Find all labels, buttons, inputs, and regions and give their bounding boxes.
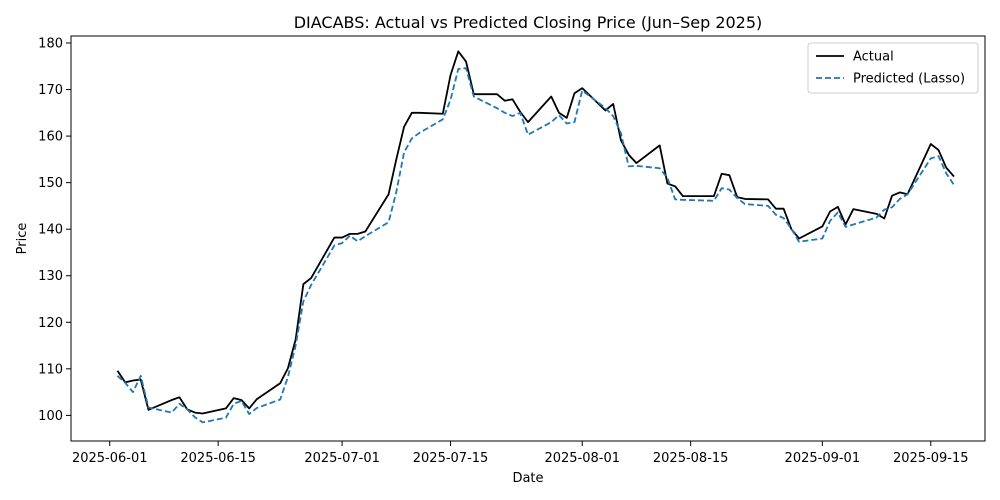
- x-tick-label: 2025-08-15: [653, 451, 729, 466]
- plot-area: [70, 35, 986, 442]
- y-tick-label: 120: [38, 316, 63, 331]
- y-tick-label: 130: [38, 269, 63, 284]
- x-tick-label: 2025-08-01: [544, 451, 620, 466]
- x-tick-label: 2025-07-01: [304, 451, 380, 466]
- y-tick-label: 150: [38, 176, 63, 191]
- x-tick-label: 2025-07-15: [413, 451, 489, 466]
- legend: Actual Predicted (Lasso): [807, 42, 979, 94]
- y-tick-label: 170: [38, 83, 63, 98]
- legend-label: Predicted (Lasso): [853, 72, 965, 87]
- legend-box: [807, 42, 979, 94]
- y-tick-label: 160: [38, 130, 63, 145]
- y-tick-label: 110: [38, 362, 63, 377]
- y-tick-label: 140: [38, 223, 63, 238]
- chart-title: DIACABS: Actual vs Predicted Closing Pri…: [294, 13, 763, 32]
- series-line-predicted-lasso: [116, 67, 955, 424]
- x-tick-label: 2025-09-15: [893, 451, 969, 466]
- series-line-actual: [116, 50, 955, 415]
- y-tick-label: 180: [38, 36, 63, 51]
- x-tick-label: 2025-06-01: [72, 451, 148, 466]
- y-axis-label: Price: [15, 223, 30, 255]
- x-tick-label: 2025-09-01: [785, 451, 861, 466]
- y-axis: 100 110 120 130 140 150 160 170 180: [38, 36, 71, 424]
- plot-frame: [70, 35, 986, 442]
- x-axis-label: Date: [512, 471, 543, 486]
- x-tick-label: 2025-06-15: [180, 451, 256, 466]
- x-axis: 2025-06-01 2025-06-15 2025-07-01 2025-07-15…: [72, 441, 969, 466]
- legend-label: Actual: [853, 50, 894, 65]
- y-tick-label: 100: [38, 409, 63, 424]
